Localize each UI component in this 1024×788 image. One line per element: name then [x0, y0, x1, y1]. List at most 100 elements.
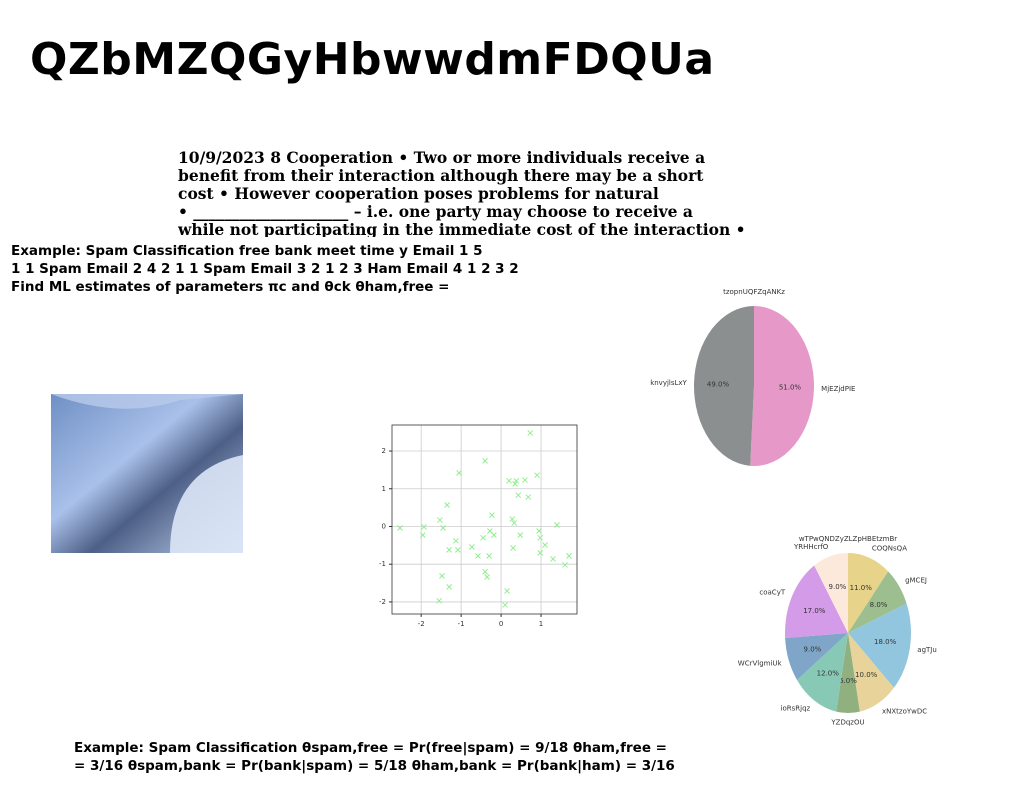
text-line: Example: Spam Classification θspam,free … [74, 740, 667, 756]
slice-label: xNXtzoYwDC [882, 708, 927, 716]
plot-frame [391, 424, 578, 615]
point [419, 532, 426, 539]
pie-slice [848, 603, 912, 688]
slice-label: YZDqzOU [830, 719, 864, 727]
point [482, 457, 488, 464]
point [511, 520, 518, 526]
point [453, 537, 459, 544]
y-tick-label: -2 [379, 598, 386, 606]
slice-label: ioRsRjqz [781, 705, 811, 713]
point [517, 532, 524, 539]
point [475, 553, 481, 559]
text-line: Find ML estimates of parameters πc and θ… [11, 279, 450, 295]
slice-label: MjEZjdPIE [821, 385, 855, 393]
point [513, 477, 520, 484]
point [421, 524, 427, 530]
point [512, 480, 518, 487]
y-tick-label: 0 [382, 522, 386, 530]
point [489, 512, 495, 519]
point [446, 547, 452, 553]
value-label: 8.0% [870, 601, 888, 609]
value-label: 11.0% [850, 584, 873, 592]
pie-slice [750, 306, 815, 467]
value-label: 18.0% [874, 638, 897, 646]
slice-label: gMCEJ [905, 576, 927, 584]
pie-slice [694, 306, 754, 466]
point [444, 502, 450, 508]
point [482, 568, 488, 575]
text-line: while not participating in the immediate… [178, 220, 746, 238]
x-tick-label: 0 [499, 620, 503, 628]
paragraph: 10/9/2023 8 Cooperation • Two or more in… [178, 149, 778, 237]
point [484, 574, 490, 580]
point [397, 525, 403, 531]
point [455, 547, 461, 553]
point [542, 542, 548, 548]
title: QZbMZQGyHbwwdmFDQUa [30, 34, 715, 85]
pie-title: tzopnUQFZqANKz [723, 288, 785, 296]
slice-label: WCrVlgmiUk [738, 659, 783, 667]
point [486, 553, 492, 559]
value-label: 17.0% [803, 607, 826, 615]
point [436, 597, 443, 604]
text-line: cost • However cooperation poses problem… [178, 184, 659, 203]
point [534, 472, 540, 479]
point [510, 545, 516, 551]
pie-slice [814, 553, 848, 633]
pie-slice [785, 633, 848, 681]
text-line: • ____________________ – i.e. one party … [178, 202, 693, 221]
point [440, 525, 446, 531]
photo [51, 394, 243, 553]
value-label: 9.0% [829, 583, 847, 591]
pie-title: wTPwQNDZyZLZpHBEtzmBr [799, 535, 897, 543]
pie-slice [836, 633, 860, 713]
value-label: 12.0% [817, 670, 840, 678]
y-tick-label: 2 [382, 447, 386, 455]
point [509, 516, 516, 522]
example: Example: Spam Classification θspam,free … [74, 739, 675, 775]
y-tick-label: 1 [382, 485, 386, 493]
point [522, 477, 528, 483]
slice-label: COQNsQA [872, 545, 907, 553]
y-tick-label: -1 [379, 560, 386, 568]
point [550, 556, 556, 562]
point [527, 430, 534, 436]
pie-slice [785, 565, 848, 639]
point [515, 492, 522, 499]
text-line: 10/9/2023 8 Cooperation • Two or more in… [178, 149, 706, 167]
point [504, 588, 510, 594]
value-label: 9.0% [804, 645, 822, 653]
value-label: 51.0% [779, 384, 802, 392]
point [562, 562, 568, 568]
point [480, 534, 486, 541]
point [536, 528, 542, 534]
text-line: Example: Spam Classification free bank m… [11, 243, 483, 259]
value-label: 6.0% [839, 677, 857, 685]
pie-slice [797, 633, 848, 712]
point [566, 553, 572, 559]
slice-label: knvyjlsLxY [650, 379, 687, 387]
example: Example: Spam Classification free bank m… [11, 242, 519, 296]
point [525, 494, 532, 500]
point [506, 477, 512, 484]
x-tick-label: -1 [458, 620, 465, 628]
point [502, 602, 508, 608]
point [446, 583, 452, 590]
point [491, 532, 497, 539]
text-line: = 3/16 θspam,bank = Pr(bank|spam) = 5/18… [74, 758, 675, 774]
value-label: 49.0% [707, 380, 730, 388]
point [554, 522, 560, 528]
point [537, 550, 544, 556]
point [469, 543, 475, 550]
pie-slice [848, 571, 907, 633]
slice-label: agTJu [917, 646, 937, 654]
slice-label: YRHHcrfO [793, 543, 829, 551]
point [537, 534, 544, 541]
text-line: benefit from their interaction although … [178, 166, 704, 185]
point [456, 470, 462, 476]
slice-label: coaCyT [759, 588, 785, 596]
point [437, 517, 443, 523]
value-label: 10.0% [855, 671, 878, 679]
